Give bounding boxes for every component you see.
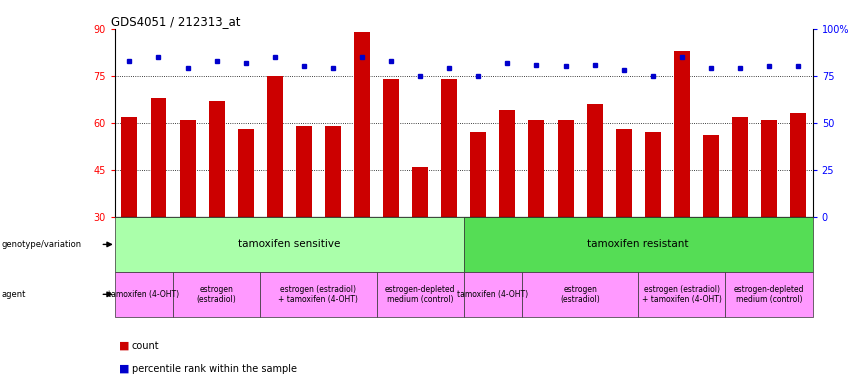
Bar bbox=[761, 120, 777, 217]
Bar bbox=[645, 132, 660, 217]
Bar bbox=[732, 117, 748, 217]
Text: ■: ■ bbox=[119, 364, 129, 374]
Text: GDS4051 / 212313_at: GDS4051 / 212313_at bbox=[111, 15, 241, 28]
Bar bbox=[208, 101, 225, 217]
Bar bbox=[115, 272, 173, 317]
Bar bbox=[354, 32, 370, 217]
Bar bbox=[674, 51, 690, 217]
Bar bbox=[180, 120, 196, 217]
Bar bbox=[122, 117, 137, 217]
Text: estrogen
(estradiol): estrogen (estradiol) bbox=[560, 285, 600, 304]
Bar bbox=[325, 126, 341, 217]
Bar bbox=[383, 79, 399, 217]
Bar bbox=[528, 120, 545, 217]
Bar bbox=[791, 114, 806, 217]
Text: tamoxifen sensitive: tamoxifen sensitive bbox=[238, 239, 340, 250]
Bar bbox=[703, 136, 719, 217]
Bar bbox=[557, 120, 574, 217]
Bar bbox=[237, 129, 254, 217]
Bar bbox=[115, 217, 464, 272]
Text: estrogen (estradiol)
+ tamoxifen (4-OHT): estrogen (estradiol) + tamoxifen (4-OHT) bbox=[642, 285, 722, 304]
Text: estrogen-depleted
medium (control): estrogen-depleted medium (control) bbox=[385, 285, 455, 304]
Bar bbox=[638, 272, 725, 317]
Text: agent: agent bbox=[2, 290, 26, 299]
Bar bbox=[173, 272, 260, 317]
Bar bbox=[151, 98, 167, 217]
Bar bbox=[442, 79, 457, 217]
Bar bbox=[522, 272, 638, 317]
Text: percentile rank within the sample: percentile rank within the sample bbox=[132, 364, 297, 374]
Bar bbox=[725, 272, 813, 317]
Text: estrogen
(estradiol): estrogen (estradiol) bbox=[197, 285, 237, 304]
Bar bbox=[376, 272, 464, 317]
Bar bbox=[586, 104, 603, 217]
Bar bbox=[412, 167, 428, 217]
Text: genotype/variation: genotype/variation bbox=[2, 240, 82, 249]
Bar bbox=[464, 217, 813, 272]
Text: count: count bbox=[132, 341, 159, 351]
Text: estrogen (estradiol)
+ tamoxifen (4-OHT): estrogen (estradiol) + tamoxifen (4-OHT) bbox=[278, 285, 358, 304]
Bar bbox=[296, 126, 311, 217]
Bar bbox=[471, 132, 486, 217]
Text: tamoxifen (4-OHT): tamoxifen (4-OHT) bbox=[108, 290, 180, 299]
Bar bbox=[464, 272, 522, 317]
Bar bbox=[267, 76, 283, 217]
Bar bbox=[500, 110, 516, 217]
Text: estrogen-depleted
medium (control): estrogen-depleted medium (control) bbox=[734, 285, 804, 304]
Bar bbox=[616, 129, 631, 217]
Text: tamoxifen (4-OHT): tamoxifen (4-OHT) bbox=[457, 290, 528, 299]
Text: ■: ■ bbox=[119, 341, 129, 351]
Bar bbox=[260, 272, 376, 317]
Text: tamoxifen resistant: tamoxifen resistant bbox=[587, 239, 689, 250]
